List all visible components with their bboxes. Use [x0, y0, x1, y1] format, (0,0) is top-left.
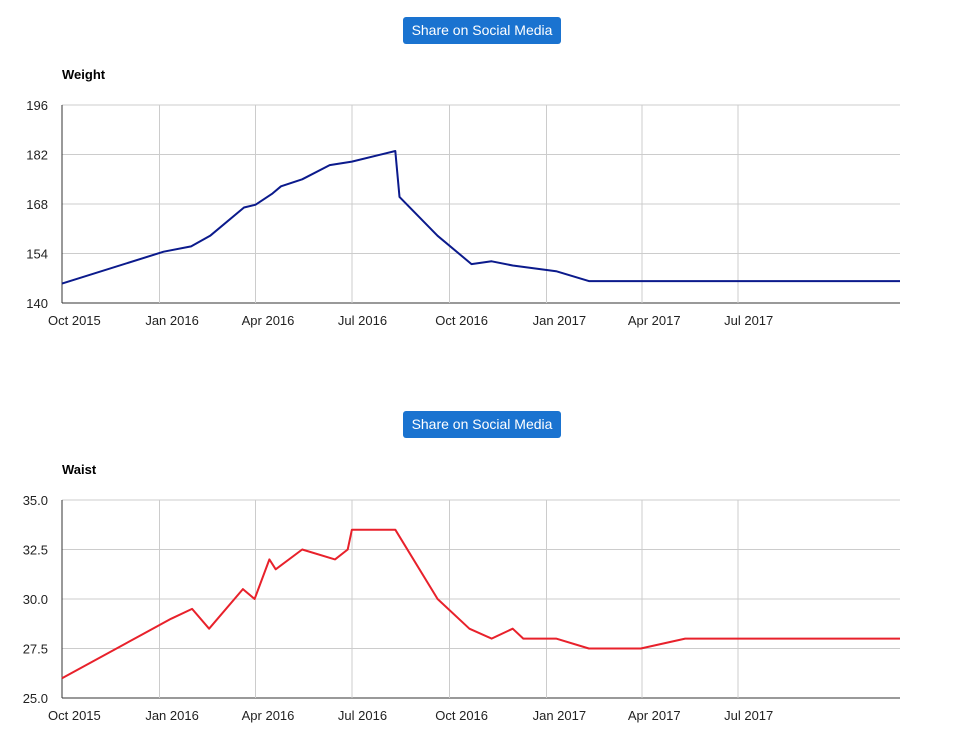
x-tick-label: Oct 2015: [48, 313, 101, 328]
x-tick-label: Jul 2017: [724, 313, 773, 328]
share-button-waist[interactable]: Share on Social Media: [403, 411, 561, 438]
y-tick-label: 154: [26, 247, 48, 262]
y-tick-label: 196: [26, 98, 48, 113]
x-tick-label: Apr 2017: [628, 708, 681, 723]
y-tick-label: 140: [26, 296, 48, 311]
x-tick-label: Oct 2016: [435, 708, 488, 723]
x-tick-label: Jan 2016: [145, 313, 199, 328]
chart-title-waist: Waist: [62, 462, 97, 477]
y-tick-label: 35.0: [23, 493, 48, 508]
y-tick-label: 168: [26, 197, 48, 212]
x-tick-label: Oct 2016: [435, 313, 488, 328]
x-tick-label: Jul 2017: [724, 708, 773, 723]
x-tick-label: Apr 2017: [628, 313, 681, 328]
x-tick-label: Oct 2015: [48, 708, 101, 723]
series-line: [61, 150, 900, 285]
y-tick-label: 182: [26, 148, 48, 163]
series-line: [61, 528, 900, 680]
x-tick-label: Jul 2016: [338, 313, 387, 328]
x-tick-label: Jan 2017: [533, 313, 587, 328]
y-tick-label: 30.0: [23, 592, 48, 607]
x-tick-label: Apr 2016: [242, 708, 295, 723]
share-button-weight[interactable]: Share on Social Media: [403, 17, 561, 44]
y-tick-label: 25.0: [23, 691, 48, 706]
x-tick-label: Apr 2016: [242, 313, 295, 328]
y-tick-label: 27.5: [23, 642, 48, 657]
weight-chart: 140 154 168 182 196 Oct 2015 Jan 2016 Apr 2016 J…: [26, 98, 900, 328]
x-tick-label: Jul 2016: [338, 708, 387, 723]
x-tick-label: Jan 2016: [145, 708, 199, 723]
y-tick-label: 32.5: [23, 543, 48, 558]
chart-title-weight: Weight: [62, 67, 106, 82]
x-tick-label: Jan 2017: [533, 708, 587, 723]
waist-chart: 25.0 27.5 30.0 32.5 35.0 Oct 2015 Jan 2016 Apr …: [23, 493, 900, 723]
